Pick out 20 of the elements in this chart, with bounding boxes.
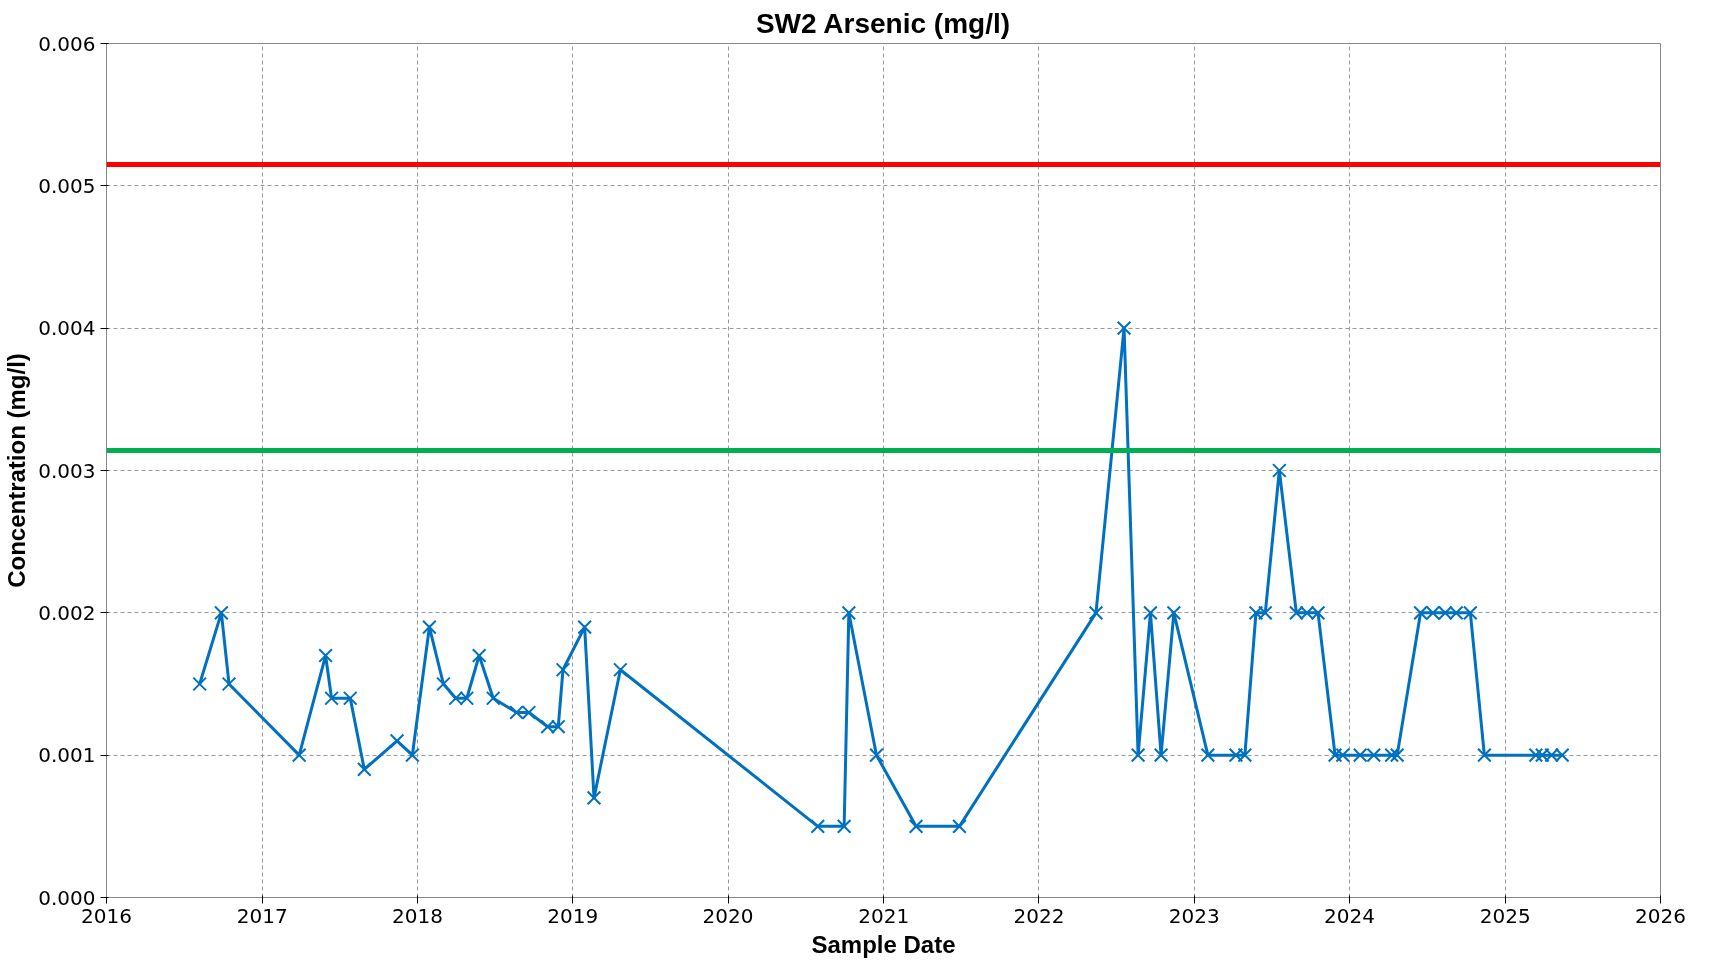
x-axis-title: Sample Date	[811, 930, 956, 958]
y-tick-label: 0.000	[38, 885, 96, 910]
y-axis-title: Concentration (mg/l)	[3, 353, 31, 588]
y-tick-label: 0.005	[38, 173, 96, 198]
x-tick-label: 2024	[1324, 903, 1375, 928]
x-tick-label: 2026	[1635, 903, 1686, 928]
x-tick-label: 2019	[547, 903, 599, 928]
x-tick-label: 2021	[858, 903, 910, 928]
x-tick-label: 2023	[1168, 903, 1220, 928]
x-tick-label: 2017	[236, 903, 288, 928]
y-tick-label: 0.002	[38, 600, 96, 625]
y-tick-label: 0.006	[38, 31, 96, 56]
x-tick-label: 2020	[702, 903, 754, 928]
x-tick-label: 2022	[1013, 903, 1065, 928]
y-tick-label: 0.003	[38, 458, 96, 483]
y-tick-label: 0.004	[38, 316, 96, 341]
chart-title: SW2 Arsenic (mg/l)	[755, 7, 1011, 39]
x-tick-label: 2018	[392, 903, 443, 928]
x-tick-label: 2025	[1479, 903, 1531, 928]
y-tick-label: 0.001	[38, 743, 96, 768]
